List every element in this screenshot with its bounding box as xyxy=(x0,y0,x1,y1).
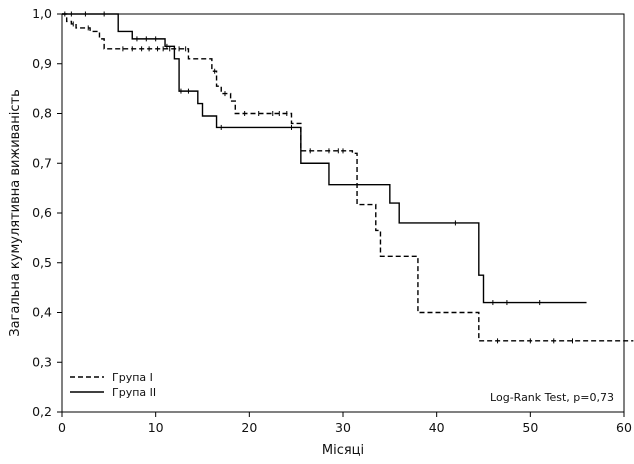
x-tick-label: 40 xyxy=(429,420,445,435)
x-axis-title: Місяці xyxy=(322,443,364,458)
y-tick-label: 0,2 xyxy=(32,404,52,419)
x-tick-label: 20 xyxy=(241,420,257,435)
y-tick-label: 0,5 xyxy=(32,255,52,270)
y-tick-label: 0,6 xyxy=(32,205,52,220)
y-tick-label: 0,3 xyxy=(32,354,52,369)
y-tick-label: 0,4 xyxy=(32,305,52,320)
legend: Група I Група II xyxy=(70,371,156,399)
y-tick-label: 0,8 xyxy=(32,106,52,121)
series-line-group-2 xyxy=(62,13,587,304)
y-tick-label: 0,7 xyxy=(32,155,52,170)
log-rank-annotation: Log-Rank Test, p=0,73 xyxy=(490,391,614,404)
series-layer xyxy=(62,11,634,344)
x-tick-label: 30 xyxy=(335,420,351,435)
plot-border xyxy=(61,13,625,413)
y-tick-label: 1,0 xyxy=(32,6,52,21)
y-axis-title: Загальна кумулятивна виживаність xyxy=(8,89,23,337)
x-tick-label: 10 xyxy=(148,420,164,435)
x-tick-label: 60 xyxy=(616,420,632,435)
y-tick-label: 0,9 xyxy=(32,56,52,71)
x-tick-label: 0 xyxy=(58,420,66,435)
legend-label-group-2: Група II xyxy=(112,386,156,399)
legend-label-group-1: Група I xyxy=(112,371,153,384)
series-line-group-1 xyxy=(62,13,634,342)
axis-ticks: 0 10 20 30 40 50 60 0,2 0,3 0,4 0,5 0,6 0,7 0,8 0,9 1,0 xyxy=(32,6,632,435)
x-tick-label: 50 xyxy=(522,420,538,435)
plot-area xyxy=(61,13,625,413)
